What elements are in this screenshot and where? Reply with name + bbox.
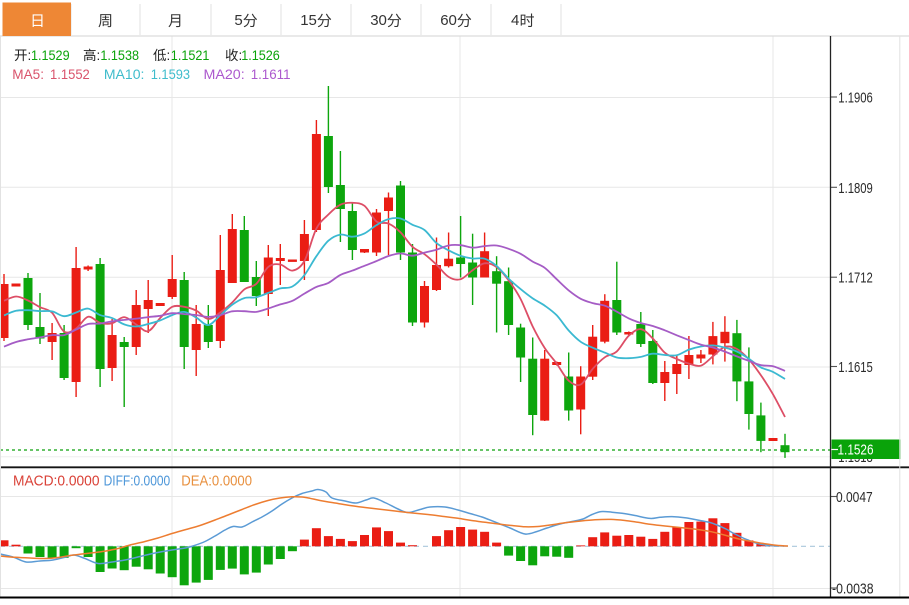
svg-text:1.1526: 1.1526 [241, 47, 280, 63]
svg-text:1.1529: 1.1529 [31, 47, 70, 63]
svg-text:30: 30 [370, 12, 387, 29]
svg-text::: : [239, 48, 243, 63]
svg-text:15: 15 [300, 12, 317, 29]
svg-text:MA10:: MA10: [104, 66, 144, 82]
svg-text:1.1906: 1.1906 [838, 90, 873, 107]
svg-text:1.1552: 1.1552 [50, 66, 90, 82]
svg-text:DEA:0.0000: DEA:0.0000 [181, 473, 252, 490]
svg-text:0.0047: 0.0047 [836, 489, 873, 506]
svg-text:4: 4 [511, 12, 519, 29]
svg-text:1.1593: 1.1593 [151, 66, 191, 82]
svg-text:1.1809: 1.1809 [838, 180, 873, 197]
svg-text:5: 5 [234, 12, 242, 29]
svg-text:MA5:: MA5: [12, 66, 44, 82]
svg-text:1.1611: 1.1611 [251, 66, 291, 82]
svg-text::: : [97, 48, 101, 63]
svg-text:MA20:: MA20: [204, 66, 245, 82]
svg-text:1.1615: 1.1615 [838, 359, 873, 376]
svg-text:1.1712: 1.1712 [838, 270, 873, 287]
svg-text::: : [28, 48, 32, 63]
svg-text:1.1521: 1.1521 [171, 47, 210, 63]
svg-text:1.1526: 1.1526 [838, 442, 874, 459]
svg-text::: : [167, 48, 171, 63]
svg-text:DIFF:0.0000: DIFF:0.0000 [104, 473, 171, 490]
svg-text:60: 60 [440, 12, 457, 29]
svg-text:MACD:0.0000: MACD:0.0000 [13, 473, 100, 490]
svg-text:1.1538: 1.1538 [100, 47, 139, 63]
svg-text:-0.0038: -0.0038 [832, 581, 874, 598]
